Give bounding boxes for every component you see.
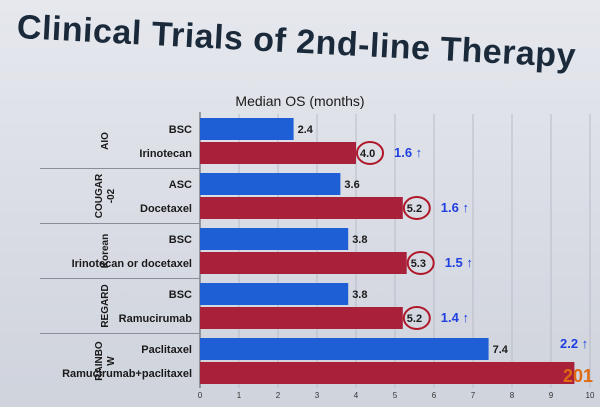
bar-control [200,338,489,360]
value-label: 5.2 [407,203,422,215]
bar-label: Ramucirumab+paclitaxel [62,368,192,380]
x-tick-label: 8 [510,391,515,400]
value-label: 7.4 [493,344,509,356]
x-tick-label: 9 [549,391,554,400]
bar-label: ASC [169,179,192,191]
value-label: 3.8 [352,289,367,301]
x-tick-label: 0 [198,391,203,400]
value-label: 3.8 [352,234,367,246]
x-tick-label: 2 [276,391,281,400]
highlight-circle [402,306,431,330]
value-label: 2.4 [298,124,314,136]
corner-text: 201 [563,366,593,386]
bar-label: BSC [169,124,192,136]
bar-experimental [200,252,407,274]
highlight-circle [406,251,435,275]
bar-label: BSC [169,234,192,246]
gain-label: 1.6 ↑ [394,145,422,160]
value-label: 3.6 [344,179,359,191]
bar-experimental [200,362,575,384]
bar-label: Paclitaxel [141,344,192,356]
group-label: RAINBO [94,341,105,381]
gain-label: 2.2 ↑ [560,336,588,351]
value-label: 5.3 [411,258,426,270]
bar-label: Docetaxel [140,203,192,215]
bar-label: Irinotecan [139,148,192,160]
bar-label: BSC [169,289,192,301]
gain-label: 1.6 ↑ [441,200,469,215]
x-tick-label: 10 [586,391,595,400]
group-label: REGARD [100,284,111,327]
chart-subtitle: Median OS (months) [235,93,364,109]
value-label: 4.0 [360,148,375,160]
x-tick-label: 5 [393,391,398,400]
bar-experimental [200,142,356,164]
x-tick-label: 6 [432,391,437,400]
group-label: Korean [100,234,111,268]
value-label: 5.2 [407,313,422,325]
gain-label: 1.5 ↑ [445,255,473,270]
bar-experimental [200,197,403,219]
x-tick-label: 4 [354,391,359,400]
x-tick-label: 1 [237,391,242,400]
highlight-circle [402,196,431,220]
bar-experimental [200,307,403,329]
bar-control [200,118,294,140]
group-label: -02 [106,188,117,203]
group-label: AIO [100,132,111,150]
bar-label: Irinotecan or docetaxel [72,258,192,270]
bar-control [200,173,341,195]
bar-label: Ramucirumab [119,313,193,325]
gain-label: 1.4 ↑ [441,310,469,325]
highlight-circle [356,141,384,165]
bar-control [200,228,349,250]
group-label: W [106,356,117,366]
group-label: COUGAR [94,173,105,218]
bar-control [200,283,349,305]
x-tick-label: 3 [315,391,320,400]
x-tick-label: 7 [471,391,476,400]
